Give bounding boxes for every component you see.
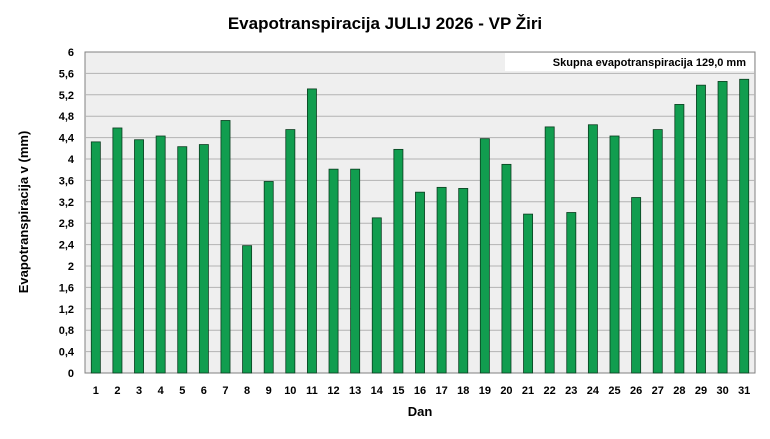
- x-tick-label: 4: [158, 385, 165, 397]
- y-tick-label: 2,8: [59, 218, 74, 230]
- bars: [90, 78, 750, 374]
- bar-day-22: [544, 126, 555, 374]
- y-tick-label: 4,4: [59, 133, 75, 145]
- bar-day-27: [652, 129, 663, 374]
- x-tick-label: 18: [457, 385, 469, 397]
- annotation-text: Skupna evapotranspiracija 129,0 mm: [553, 57, 746, 69]
- bar-day-24: [587, 124, 598, 374]
- x-tick-label: 8: [244, 385, 250, 397]
- y-tick-label: 0: [68, 368, 74, 380]
- y-tick-label: 0,4: [59, 347, 75, 359]
- x-tick-label: 19: [479, 385, 491, 397]
- bar-day-14: [371, 217, 382, 374]
- bar-day-16: [415, 191, 425, 374]
- y-axis-title: Evapotranspiracija v (mm): [16, 131, 31, 294]
- bar-day-18: [458, 188, 469, 374]
- y-tick-label: 0,8: [59, 325, 74, 337]
- bar-day-15: [393, 148, 404, 374]
- x-tick-label: 12: [327, 385, 339, 397]
- bar-day-1: [90, 141, 101, 374]
- x-tick-label: 27: [652, 385, 664, 397]
- x-tick-label: 15: [392, 385, 404, 397]
- x-tick-label: 13: [349, 385, 361, 397]
- y-tick-label: 2,4: [59, 240, 75, 252]
- chart-title: Evapotranspiracija JULIJ 2026 - VP Žiri: [228, 14, 542, 33]
- bar-day-9: [263, 181, 274, 374]
- bar-day-5: [177, 146, 188, 374]
- x-tick-label: 28: [673, 385, 685, 397]
- bar-day-28: [674, 104, 685, 374]
- y-tick-label: 4,8: [59, 111, 74, 123]
- x-tick-label: 16: [414, 385, 426, 397]
- x-tick-label: 3: [136, 385, 142, 397]
- bar-day-6: [198, 144, 209, 374]
- bar-day-12: [328, 168, 339, 374]
- x-tick-label: 26: [630, 385, 642, 397]
- bar-day-4: [155, 135, 166, 374]
- x-tick-label: 22: [544, 385, 556, 397]
- x-tick-label: 2: [114, 385, 120, 397]
- bar-day-25: [609, 135, 620, 374]
- y-tick-label: 3,2: [59, 197, 74, 209]
- x-axis-title: Dan: [408, 404, 433, 419]
- x-tick-label: 31: [738, 385, 750, 397]
- x-tick-label: 1: [93, 385, 99, 397]
- bar-day-26: [631, 197, 642, 374]
- bar-day-23: [566, 212, 577, 374]
- y-tick-label: 5,2: [59, 90, 74, 102]
- y-tick-label: 1,6: [59, 282, 74, 294]
- bar-day-30: [717, 81, 728, 374]
- y-tick-label: 2: [68, 261, 74, 273]
- bar-day-13: [350, 168, 361, 374]
- y-tick-label: 4: [68, 154, 75, 166]
- x-tick-label: 10: [284, 385, 296, 397]
- bar-day-3: [134, 139, 144, 374]
- bar-day-19: [479, 138, 490, 374]
- gridlines: [85, 72, 755, 353]
- bar-day-11: [306, 88, 317, 374]
- x-tick-label: 11: [306, 385, 318, 397]
- x-tick-label: 9: [266, 385, 272, 397]
- bar-day-20: [501, 163, 512, 374]
- x-tick-label: 21: [522, 385, 534, 397]
- bar-day-7: [220, 120, 231, 374]
- x-tick-label: 6: [201, 385, 207, 397]
- bar-day-10: [285, 129, 296, 374]
- bar-day-2: [112, 127, 123, 374]
- annotation-box: [505, 53, 754, 71]
- y-tick-label: 3,6: [59, 175, 74, 187]
- x-tick-label: 17: [435, 385, 447, 397]
- x-tick-label: 5: [179, 385, 185, 397]
- bar-day-17: [436, 186, 447, 374]
- y-tick-label: 1,2: [59, 304, 74, 316]
- x-tick-label: 24: [587, 385, 600, 397]
- bar-day-8: [242, 245, 253, 374]
- x-tick-label: 20: [500, 385, 512, 397]
- x-tick-label: 7: [222, 385, 228, 397]
- y-tick-labels: 0 0,4 0,8 1,2 1,6 2 2,4 2,8 3,2 3,6 4 4,4 4,8 5,2 5,6 6: [59, 47, 75, 380]
- bar-day-31: [739, 78, 750, 374]
- y-tick-label: 5,6: [59, 68, 74, 80]
- x-tick-label: 29: [695, 385, 707, 397]
- x-tick-label: 25: [608, 385, 620, 397]
- x-tick-labels: 1 2 3 4 5 6 7 8 9 10 11 12 13 14 15 16 17 18 19 20 21 22 23 24 2…: [93, 385, 751, 397]
- bar-day-29: [696, 84, 706, 374]
- bar-day-21: [523, 213, 534, 374]
- x-tick-label: 30: [716, 385, 728, 397]
- y-tick-label: 6: [68, 47, 74, 59]
- x-tick-label: 14: [371, 385, 384, 397]
- x-tick-label: 23: [565, 385, 577, 397]
